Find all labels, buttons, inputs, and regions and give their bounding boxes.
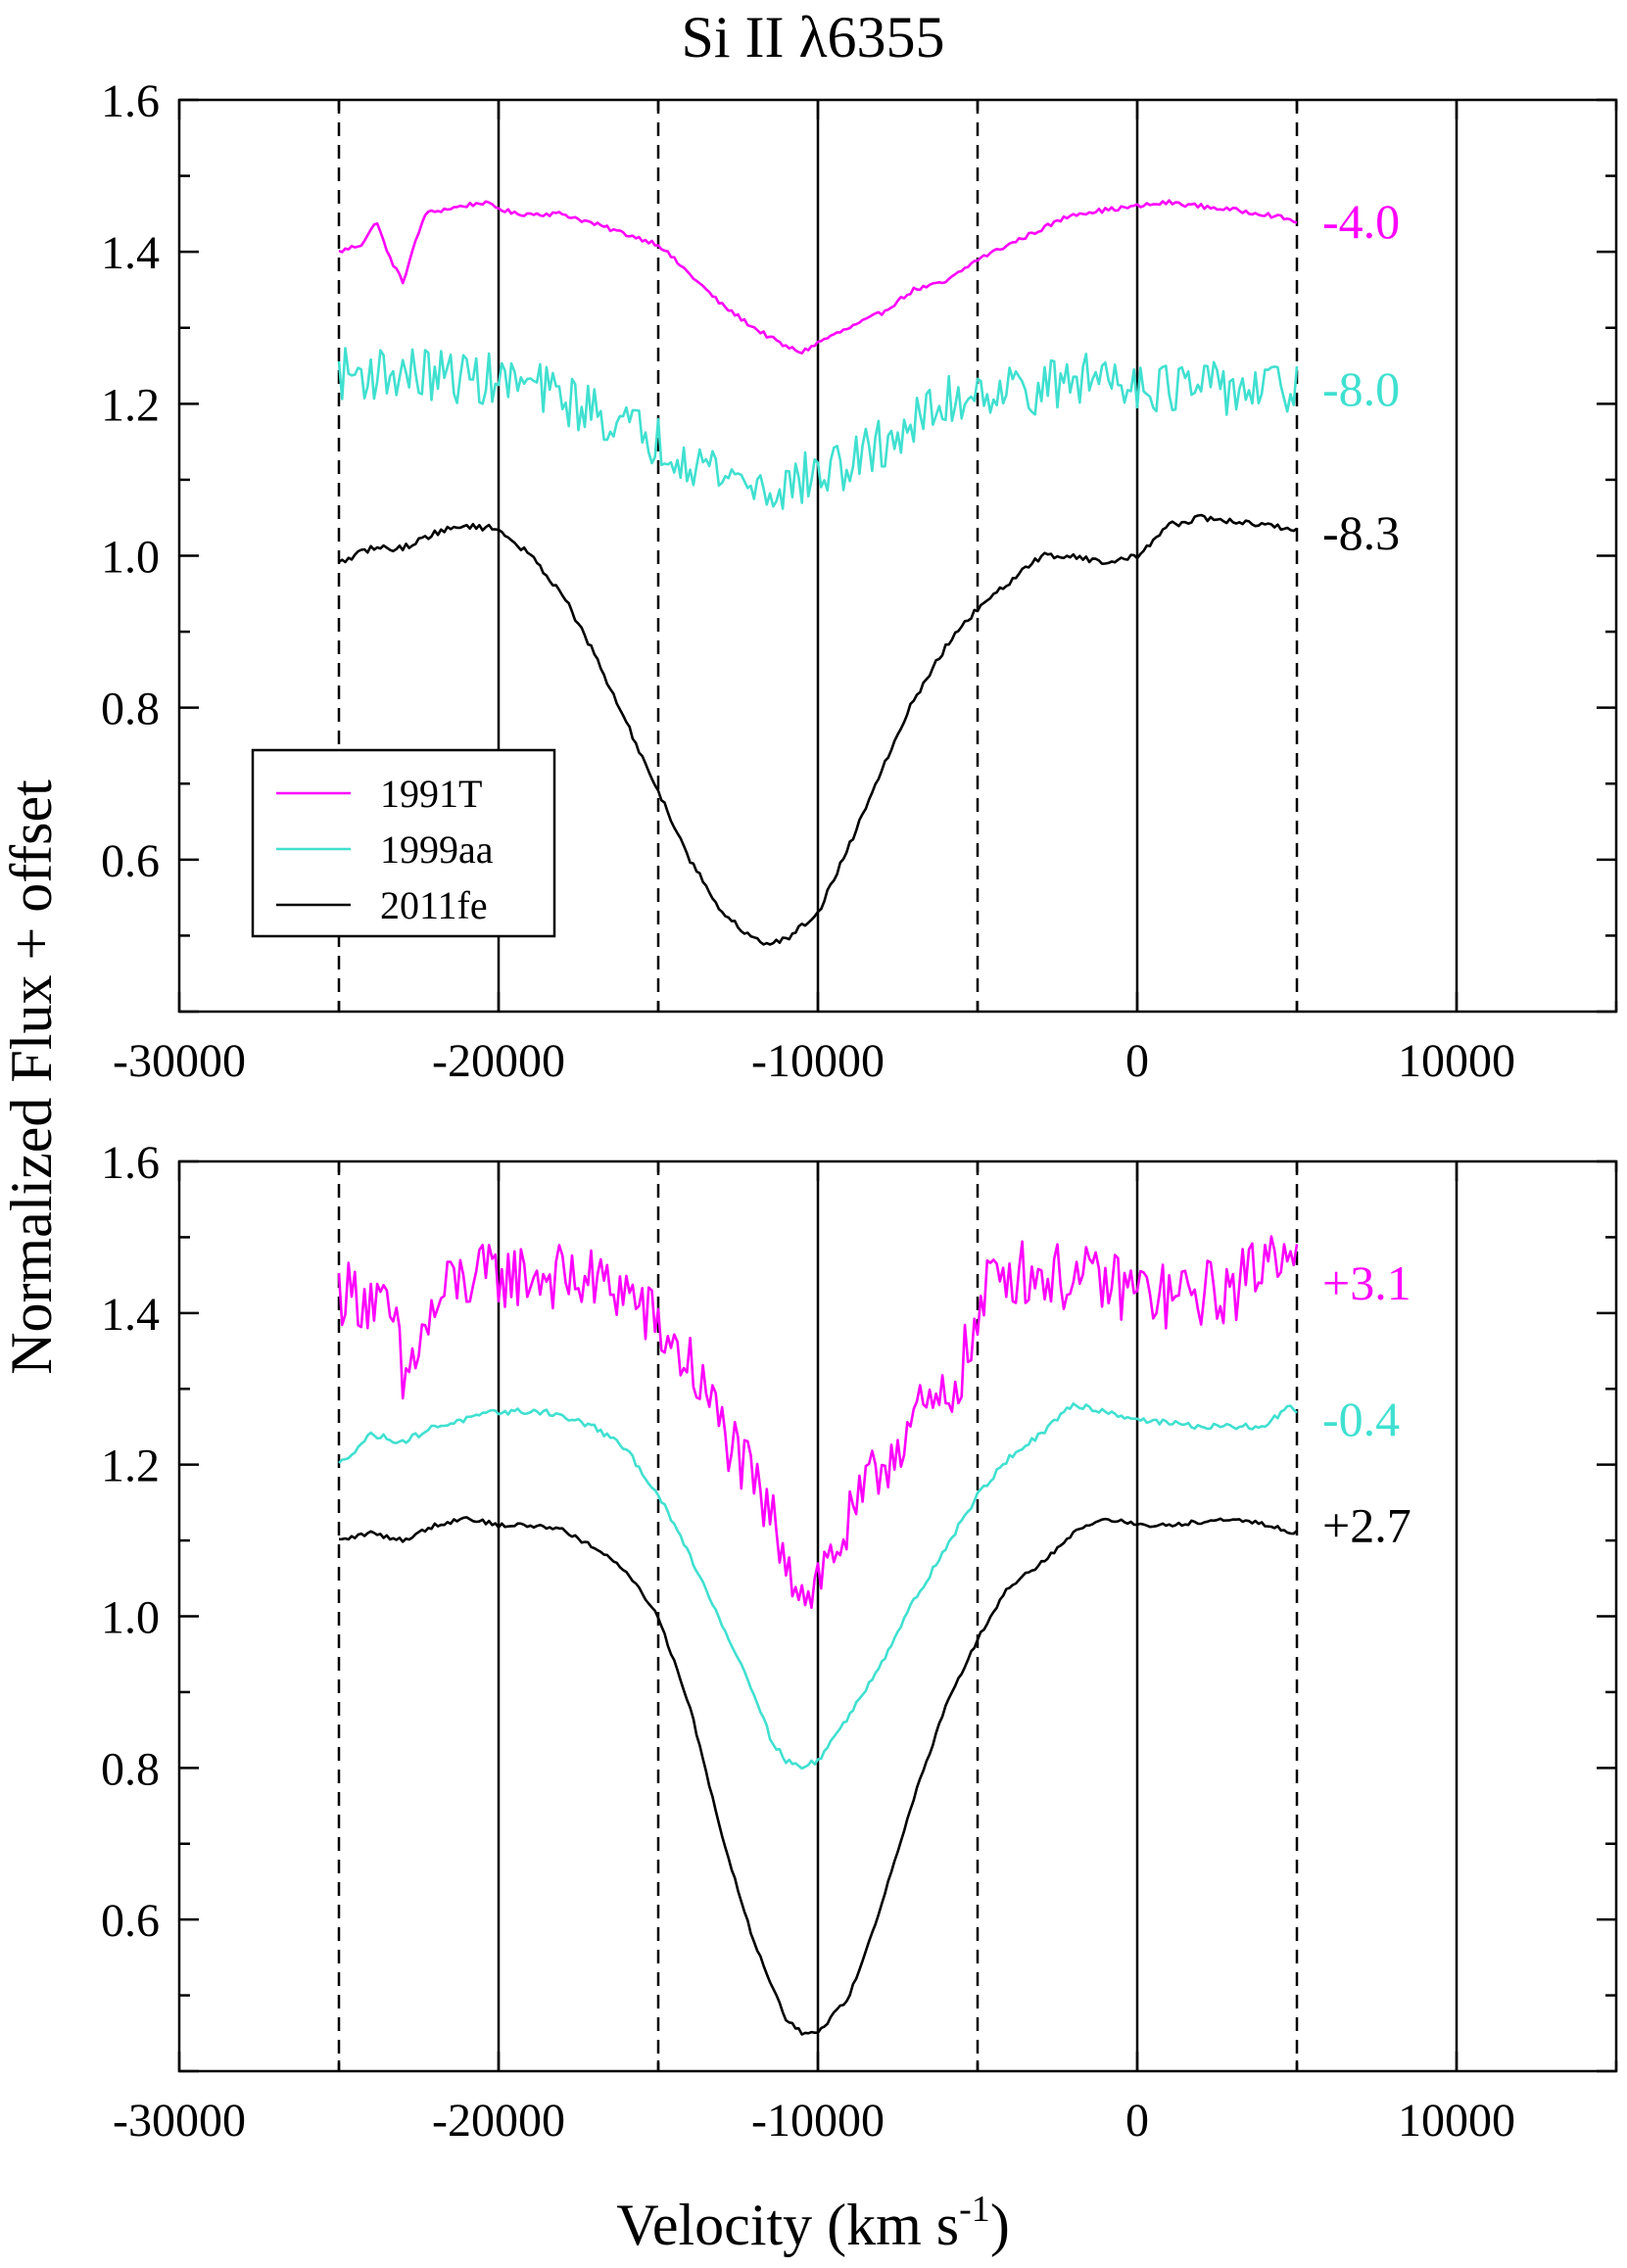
top-y-tick-label: 0.6 <box>101 835 160 887</box>
bottom-x-tick-label: -10000 <box>751 2095 885 2147</box>
top-epoch-label-1999aa: -8.0 <box>1322 361 1400 416</box>
bottom-epoch-label-1999aa: -0.4 <box>1322 1392 1400 1446</box>
bottom-y-tick-label: 1.4 <box>101 1289 160 1341</box>
bottom-series-2011fe <box>338 1516 1298 2036</box>
bottom-epoch-label-1991T: +3.1 <box>1322 1255 1412 1310</box>
top-series-1991T <box>338 199 1298 354</box>
bottom-y-tick-label: 0.8 <box>101 1743 160 1795</box>
bottom-x-tick-label: -30000 <box>113 2095 246 2147</box>
top-epoch-label-2011fe: -8.3 <box>1322 505 1400 560</box>
top-x-tick-label: -20000 <box>432 1035 565 1087</box>
legend-label-1999aa: 1999aa <box>380 827 494 872</box>
top-series-2011fe <box>338 513 1298 946</box>
legend-label-1991T: 1991T <box>380 772 482 816</box>
top-x-tick-label: 10000 <box>1398 1035 1515 1087</box>
chart-title: Si II λ6355 <box>681 5 944 70</box>
bottom-x-tick-label: 0 <box>1125 2095 1149 2147</box>
bottom-x-tick-label: -20000 <box>432 2095 565 2147</box>
bottom-series-1999aa <box>338 1402 1298 1771</box>
x-axis-label: Velocity (km s-1) <box>616 2189 1010 2257</box>
top-epoch-label-1991T: -4.0 <box>1322 194 1400 249</box>
bottom-y-tick-label: 0.6 <box>101 1895 160 1947</box>
chart-bottom-panel: -30000 -20000 -10000 0 10000 0.6 0.8 1.0 1.2 1.4 1… <box>101 1137 1618 2147</box>
y-axis-label: Normalized Flux + offset <box>0 780 64 1375</box>
bottom-y-tick-label: 1.2 <box>101 1441 160 1492</box>
top-x-tick-label: -30000 <box>113 1035 246 1087</box>
x-axis-label-close: ) <box>990 2193 1010 2257</box>
bottom-epoch-label-2011fe: +2.7 <box>1322 1498 1412 1553</box>
top-y-tick-label: 1.4 <box>101 227 160 279</box>
bottom-series-1991T <box>337 1235 1299 1609</box>
top-y-tick-label: 0.8 <box>101 684 160 735</box>
bottom-y-tick-label: 1.0 <box>101 1592 160 1644</box>
x-axis-label-main: Velocity (km s <box>616 2193 959 2257</box>
top-y-tick-label: 1.2 <box>101 379 160 431</box>
top-y-tick-label: 1.6 <box>101 75 160 127</box>
top-x-tick-label: 0 <box>1125 1035 1149 1087</box>
top-y-tick-label: 1.0 <box>101 532 160 584</box>
bottom-x-tick-label: 10000 <box>1398 2095 1515 2147</box>
legend-label-2011fe: 2011fe <box>380 883 488 927</box>
chart-top-panel: -30000 -20000 -10000 0 10000 0.6 0.8 1.0 1.2 1.4 1… <box>101 75 1618 1087</box>
legend: 1991T 1999aa 2011fe <box>251 748 556 938</box>
bottom-y-tick-label: 1.6 <box>101 1137 160 1189</box>
top-x-tick-label: -10000 <box>751 1035 885 1087</box>
top-series-1999aa <box>337 347 1299 510</box>
x-axis-label-sup: -1 <box>959 2189 990 2230</box>
